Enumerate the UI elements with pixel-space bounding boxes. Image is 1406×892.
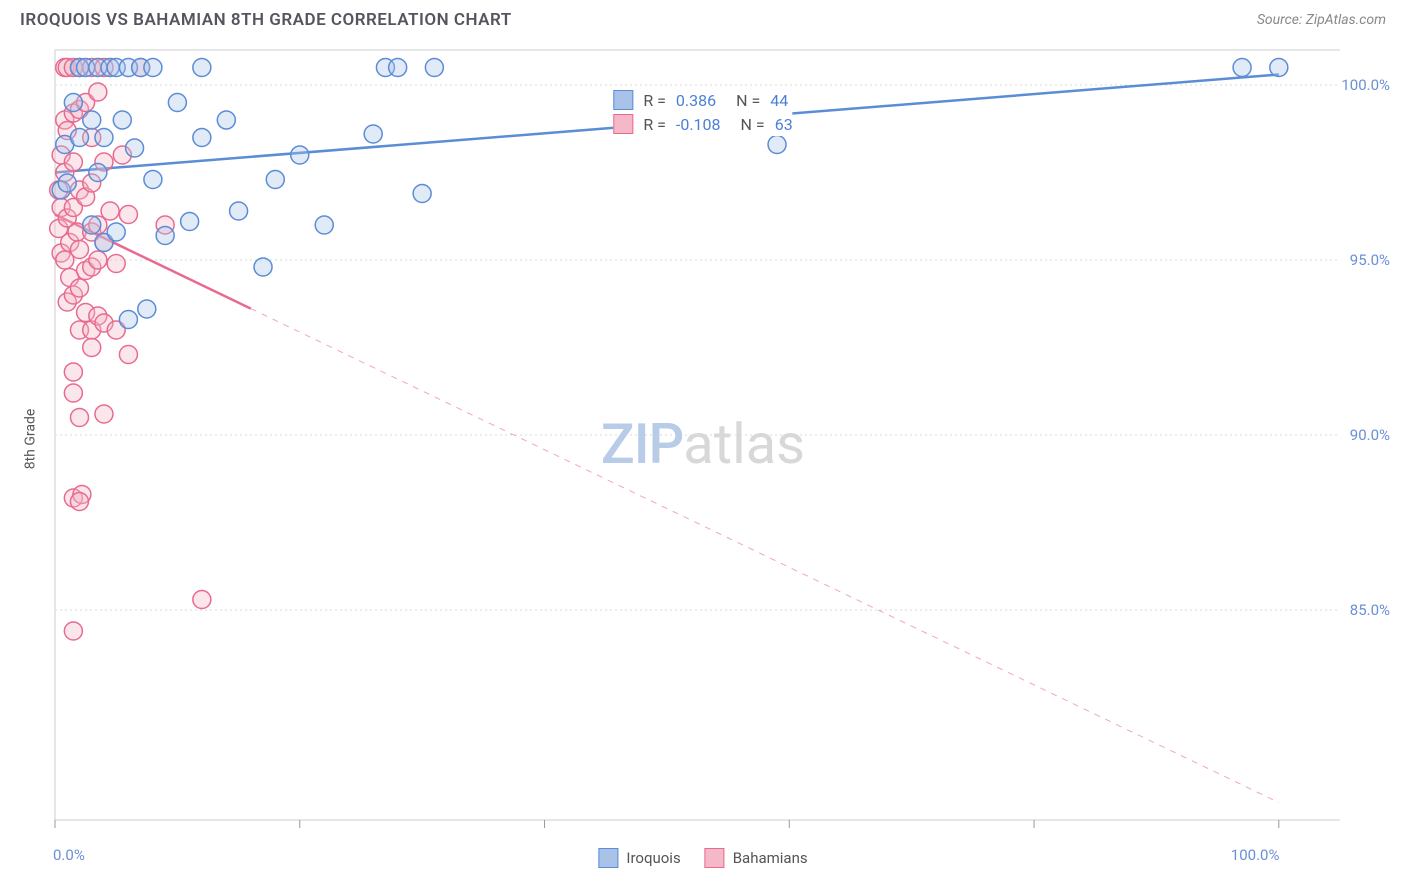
y-tick-label: 90.0% (1350, 426, 1390, 444)
r-value-iroquois: 0.386 (676, 91, 716, 110)
source-attribution: Source: ZipAtlas.com (1257, 12, 1386, 28)
y-tick-label: 95.0% (1350, 251, 1390, 269)
stats-legend: R = 0.386 N = 44 R = -0.108 N = 63 (613, 88, 792, 136)
r-label: R = (643, 115, 666, 134)
r-value-bahamians: -0.108 (676, 115, 721, 134)
stats-row-iroquois: R = 0.386 N = 44 (613, 88, 792, 112)
swatch-iroquois (598, 848, 618, 868)
legend-label-bahamians: Bahamians (733, 849, 808, 867)
stats-row-bahamians: R = -0.108 N = 63 (613, 112, 792, 136)
n-label: N = (736, 91, 760, 110)
chart-header: IROQUOIS VS BAHAMIAN 8TH GRADE CORRELATI… (0, 0, 1406, 36)
series-legend: Iroquois Bahamians (598, 848, 807, 868)
n-value-bahamians: 63 (775, 115, 793, 134)
scatter-chart (10, 40, 1396, 882)
legend-item-iroquois[interactable]: Iroquois (598, 848, 680, 868)
swatch-iroquois (613, 90, 633, 110)
source-link[interactable]: ZipAtlas.com (1306, 12, 1386, 28)
r-label: R = (643, 91, 666, 110)
legend-item-bahamians[interactable]: Bahamians (705, 848, 808, 868)
x-tick-label: 0.0% (53, 846, 85, 864)
chart-title: IROQUOIS VS BAHAMIAN 8TH GRADE CORRELATI… (20, 10, 512, 30)
n-label: N = (741, 115, 765, 134)
swatch-bahamians (705, 848, 725, 868)
y-tick-label: 85.0% (1350, 601, 1390, 619)
chart-container: 8th Grade ZIPatlas R = 0.386 N = 44 R = … (10, 40, 1396, 882)
swatch-bahamians (613, 114, 633, 134)
n-value-iroquois: 44 (770, 91, 788, 110)
y-tick-label: 100.0% (1341, 76, 1390, 94)
y-axis-label: 8th Grade (22, 409, 38, 470)
source-prefix: Source: (1257, 12, 1306, 28)
x-tick-label: 100.0% (1231, 846, 1280, 864)
legend-label-iroquois: Iroquois (626, 849, 680, 867)
